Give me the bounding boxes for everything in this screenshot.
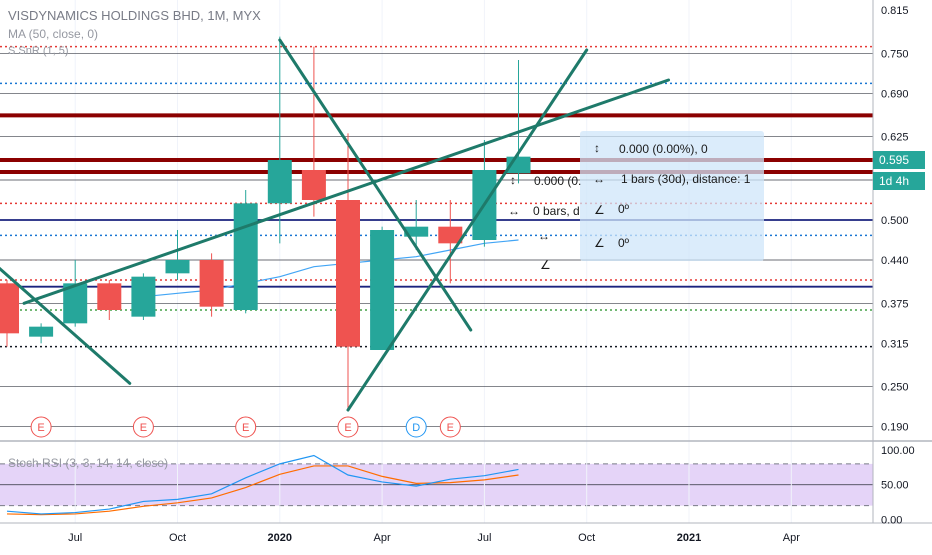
last-price-badge: 0.595 [873, 151, 925, 169]
measure-bars-icon-3: ↔ [538, 229, 550, 243]
candle-body-2019-08 [97, 283, 122, 310]
measure-line-price-2: 0.000 (0. [534, 174, 582, 188]
candle-body-2020-03 [336, 200, 360, 347]
measure-line-angle-2: 0º [618, 236, 630, 250]
candle-body-2020-02 [301, 170, 326, 200]
time-tick-label-0: Jul [68, 532, 82, 544]
measure-bars-icon-2: ↔ [508, 204, 520, 218]
candle-body-2019-06 [29, 326, 54, 337]
event-marker-1 [132, 416, 154, 438]
measure-line-angle: 0º [618, 202, 630, 216]
price-tick-label-3: 0.625 [881, 132, 909, 144]
measure-line-bars: 1 bars (30d), distance: 1 [621, 172, 751, 186]
measure-tooltip-panel [580, 131, 764, 261]
time-tick-label-2: 2020 [268, 532, 292, 544]
trendline-0 [0, 266, 132, 385]
candle-body-2019-05 [0, 283, 19, 334]
price-tick-label-5: 0.500 [881, 215, 909, 227]
time-tick-label-3: Apr [374, 532, 391, 544]
candle-body-2020-04 [370, 230, 395, 350]
event-marker-label-2: E [242, 422, 249, 434]
measure-angle-icon-2: ∠ [594, 236, 605, 250]
price-tick-label-1: 0.750 [881, 48, 909, 60]
event-marker-3 [337, 416, 359, 438]
event-marker-label-0: E [37, 422, 44, 434]
candle-body-2019-07 [63, 283, 88, 324]
price-tick-label-7: 0.375 [881, 298, 909, 310]
time-tick-label-5: Oct [578, 532, 595, 544]
time-tick-label-7: Apr [783, 532, 800, 544]
chart-title: VISDYNAMICS HOLDINGS BHD, 1M, MYX [8, 8, 261, 23]
event-marker-5 [439, 416, 461, 438]
measure-line-price: 0.000 (0.00%), 0 [619, 142, 708, 156]
candle-body-2019-09 [131, 276, 156, 317]
price-tick-label-9: 0.250 [881, 382, 909, 394]
event-marker-label-5: E [447, 422, 454, 434]
candle-body-2020-01 [267, 160, 292, 204]
rsi-tick-label-0: 100.00 [881, 445, 915, 457]
event-marker-label-4: D [412, 422, 420, 434]
trendline-2 [278, 38, 473, 332]
candle-body-2019-12 [233, 203, 258, 310]
candle-body-2020-05 [404, 226, 429, 237]
rsi-tick-label-2: 0.00 [881, 515, 902, 527]
candle-body-2020-06 [438, 226, 463, 244]
rsi-tick-label-1: 50.00 [881, 480, 909, 492]
countdown-badge: 1d 4h [873, 172, 925, 190]
stoch-rsi-legend: Stoch RSI (3, 3, 14, 14, close) [8, 456, 169, 470]
measure-angle-icon: ∠ [594, 203, 605, 217]
measure-price-range-icon: ↕ [594, 141, 600, 155]
price-tick-label-10: 0.190 [881, 422, 909, 434]
trendline-1 [22, 78, 671, 305]
trendline-3 [346, 48, 589, 412]
price-tick-label-6: 0.440 [881, 255, 909, 267]
measure-angle-icon-3: ∠ [540, 258, 551, 272]
event-marker-label-3: E [344, 422, 351, 434]
ma-legend: MA (50, close, 0) [8, 27, 99, 41]
measure-line-bars-2: 0 bars, d [533, 204, 580, 218]
event-marker-4 [405, 416, 427, 438]
event-marker-label-1: E [140, 422, 147, 434]
event-marker-0 [30, 416, 52, 438]
time-tick-label-4: Jul [477, 532, 491, 544]
measure-price-range-icon-2: ↕ [510, 173, 516, 187]
stoch-rsi-k-line [6, 454, 519, 515]
time-tick-label-6: 2021 [677, 532, 701, 544]
measure-bars-icon: ↔ [593, 172, 605, 186]
price-tick-label-2: 0.690 [881, 88, 909, 100]
event-marker-2 [235, 416, 257, 438]
candle-body-2019-10 [165, 260, 190, 274]
price-tick-label-0: 0.815 [881, 5, 909, 17]
price-tick-label-8: 0.315 [881, 338, 909, 350]
candle-body-2019-11 [199, 260, 224, 307]
snr-legend: S SnR (1, 5) [8, 45, 69, 57]
time-tick-label-1: Oct [169, 532, 186, 544]
